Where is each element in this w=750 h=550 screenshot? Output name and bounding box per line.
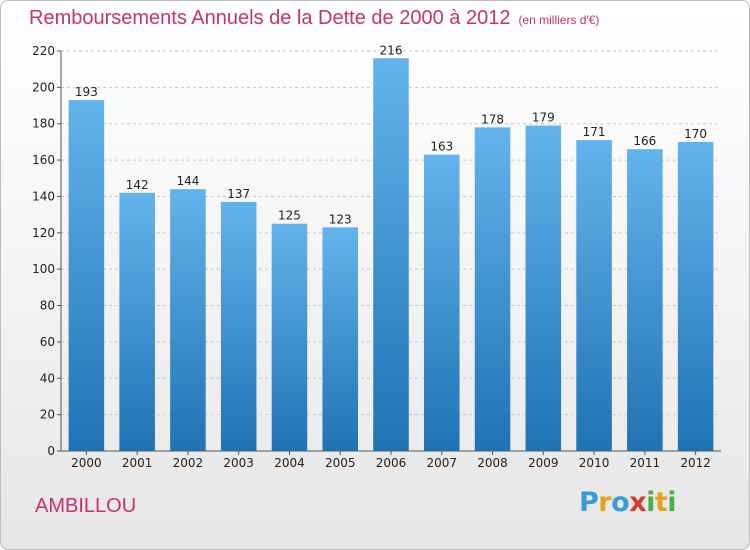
value-label: 123 xyxy=(329,212,352,226)
bar-2001 xyxy=(119,192,155,451)
value-label: 179 xyxy=(532,111,555,125)
x-tick-label: 2011 xyxy=(630,456,661,470)
axes: 0 20 40 60 80 100 120 140 160 180 200 220 2000 2001 20… xyxy=(32,44,721,470)
value-label: 166 xyxy=(633,134,656,148)
bar-2003 xyxy=(220,201,257,451)
y-tick-label: 220 xyxy=(32,44,55,58)
bar-2006 xyxy=(373,58,409,451)
x-tick-label: 2004 xyxy=(274,456,305,470)
bar-2002 xyxy=(170,189,206,451)
logo-letter: i xyxy=(667,487,677,518)
y-tick-label: 100 xyxy=(32,262,55,276)
chart-title: Remboursements Annuels de la Dette de 20… xyxy=(29,7,599,30)
bar-2008 xyxy=(474,127,511,451)
y-tick-label: 180 xyxy=(32,117,55,131)
value-label: 178 xyxy=(481,112,504,126)
x-tick-label: 2002 xyxy=(173,456,204,470)
bars xyxy=(68,58,714,452)
x-tick-label: 2003 xyxy=(223,456,254,470)
x-tick-label: 2012 xyxy=(680,456,711,470)
x-tick-label: 2010 xyxy=(579,456,610,470)
y-tick-label: 40 xyxy=(40,371,55,385)
commune-name: AMBILLOU xyxy=(35,495,137,517)
bar-2000 xyxy=(68,100,105,451)
bar-2009 xyxy=(525,125,562,451)
logo-letter: x xyxy=(629,487,647,518)
value-label: 137 xyxy=(227,187,250,201)
bar-2012 xyxy=(677,141,714,451)
logo-letter: o xyxy=(611,487,630,518)
y-tick-label: 140 xyxy=(32,189,55,203)
title-text: Remboursements Annuels de la Dette de 20… xyxy=(29,7,511,29)
value-label: 216 xyxy=(380,43,403,57)
value-label: 125 xyxy=(278,209,301,223)
x-tick-label: 2006 xyxy=(376,456,407,470)
title-unit: (en milliers d'€) xyxy=(518,13,600,27)
y-tick-label: 120 xyxy=(32,226,55,240)
logo-letter: t xyxy=(654,487,668,518)
value-label: 144 xyxy=(176,174,199,188)
x-tick-label: 2008 xyxy=(477,456,508,470)
bar-2011 xyxy=(627,149,663,451)
bar-2010 xyxy=(576,140,612,451)
value-label: 171 xyxy=(583,125,606,139)
value-labels: 193 142 144 137 125 123 216 163 178 179 171 166 170 xyxy=(75,43,707,226)
proxiti-logo[interactable]: Proxiti xyxy=(579,487,677,518)
value-label: 163 xyxy=(430,140,453,154)
y-tick-label: 60 xyxy=(40,335,55,349)
y-tick-label: 20 xyxy=(40,408,55,422)
logo-letter: i xyxy=(646,487,655,518)
x-tick-label: 2009 xyxy=(528,456,559,470)
x-tick-label: 2005 xyxy=(325,456,356,470)
x-tick-label: 2007 xyxy=(426,456,457,470)
logo-letter: P xyxy=(579,487,599,518)
y-tick-label: 0 xyxy=(47,444,55,458)
x-tick-label: 2001 xyxy=(122,456,153,470)
value-label: 170 xyxy=(684,127,707,141)
y-tick-label: 200 xyxy=(32,80,55,94)
bar-2004 xyxy=(271,223,308,451)
y-tick-label: 160 xyxy=(32,153,55,167)
logo-letter: r xyxy=(598,487,612,518)
y-tick-label: 80 xyxy=(40,299,55,313)
value-label: 142 xyxy=(126,178,149,192)
x-tick-label: 2000 xyxy=(71,456,102,470)
bar-2007 xyxy=(424,154,460,452)
bar-2005 xyxy=(322,227,358,451)
value-label: 193 xyxy=(75,85,98,99)
